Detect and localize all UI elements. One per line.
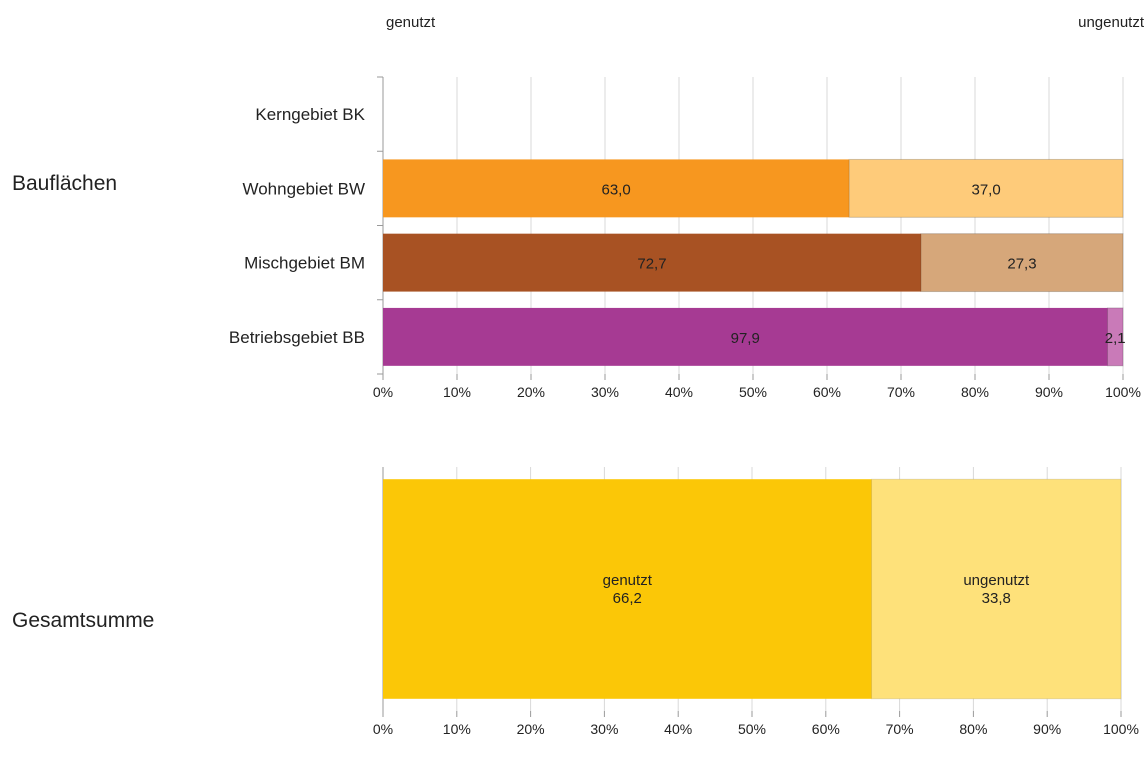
- bar-value-label: 33,8: [982, 590, 1011, 607]
- bottom-chart-plot: 0% 10% 20% 30% 40% 50% 60% 70% 80% 90% 100% genutzt…: [373, 467, 1139, 737]
- category-label: Kerngebiet BK: [255, 105, 365, 124]
- bar-segment: [1106, 307, 1124, 367]
- bar-value-label: 72,7: [637, 256, 666, 273]
- x-tick-label: 80%: [961, 384, 989, 400]
- x-tick-label: 10%: [443, 384, 471, 400]
- x-tick-label: 40%: [665, 384, 693, 400]
- bar-segment: [383, 159, 850, 218]
- x-tick-label: 80%: [959, 721, 987, 737]
- x-tick-label: 20%: [517, 721, 545, 737]
- x-tick-label: 20%: [517, 384, 545, 400]
- bar-series-label: genutzt: [603, 572, 653, 589]
- category-label: Mischgebiet BM: [244, 254, 365, 273]
- x-tick-label: 30%: [591, 384, 619, 400]
- bar-value-label: 63,0: [601, 181, 630, 198]
- x-tick-label: 50%: [738, 721, 766, 737]
- header-right-label: ungenutzt: [1078, 14, 1145, 31]
- bar-value-label: 2,1: [1105, 330, 1126, 347]
- x-tick-label: 70%: [886, 721, 914, 737]
- x-tick-label: 50%: [739, 384, 767, 400]
- x-tick-label: 70%: [887, 384, 915, 400]
- top-chart-plot: 0% 10% 20% 30% 40% 50% 60% 70% 80% 90% 100% Kerngeb…: [229, 76, 1141, 400]
- bar-series-label: ungenutzt: [963, 572, 1030, 589]
- header-left-label: genutzt: [386, 14, 436, 31]
- x-tick-label: 90%: [1035, 384, 1063, 400]
- bar-segment: [871, 478, 1122, 700]
- bar-segment: [383, 479, 872, 699]
- category-label: Betriebsgebiet BB: [229, 328, 365, 347]
- bar-segment: [848, 158, 1124, 218]
- bar-value-label: 66,2: [613, 590, 642, 607]
- x-tick-label: 10%: [443, 721, 471, 737]
- group-label-gesamtsumme: Gesamtsumme: [12, 609, 154, 632]
- bar-segment: [383, 233, 921, 292]
- bar-segment: [920, 233, 1124, 293]
- x-tick-label: 60%: [813, 384, 841, 400]
- x-tick-label: 60%: [812, 721, 840, 737]
- bar-value-label: 27,3: [1007, 256, 1036, 273]
- x-tick-label: 100%: [1103, 721, 1139, 737]
- x-tick-label: 40%: [664, 721, 692, 737]
- bar-value-label: 97,9: [731, 330, 760, 347]
- group-label-bauflaechen: Bauflächen: [12, 172, 117, 195]
- x-tick-label: 0%: [373, 384, 393, 400]
- bar-value-label: 37,0: [971, 181, 1000, 198]
- x-tick-label: 30%: [590, 721, 618, 737]
- x-tick-label: 100%: [1105, 384, 1141, 400]
- bar-segment: [383, 307, 1108, 366]
- x-tick-label: 0%: [373, 721, 393, 737]
- category-label: Wohngebiet BW: [242, 179, 365, 198]
- x-tick-label: 90%: [1033, 721, 1061, 737]
